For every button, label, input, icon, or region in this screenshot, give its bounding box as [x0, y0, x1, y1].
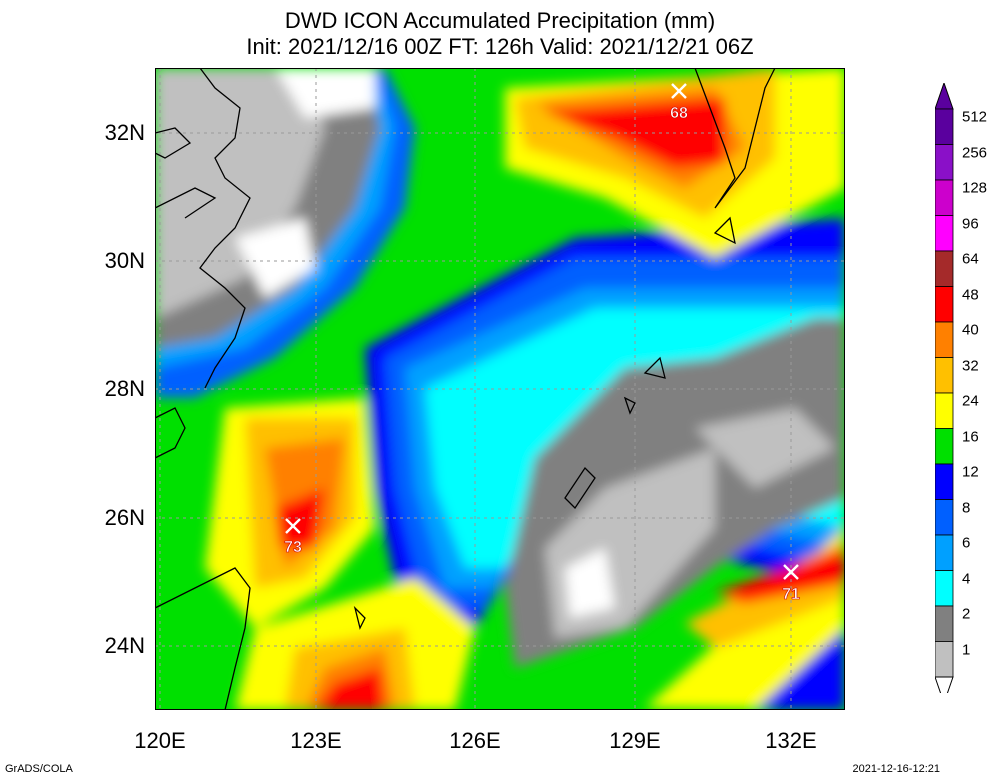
colorbar-label: 2 — [962, 605, 971, 623]
lon-label-120e: 120E — [134, 728, 186, 753]
lat-label-24n: 24N — [104, 633, 145, 658]
colorbar-box — [935, 179, 954, 216]
maximum-value-west: 73 — [284, 539, 302, 556]
coastlines — [155, 68, 776, 710]
colorbar-label: 6 — [962, 534, 971, 552]
colorbar-label: 48 — [962, 286, 979, 303]
colorbar-label: 1 — [962, 641, 971, 658]
maximum-value-north: 68 — [670, 105, 688, 122]
lat-label-30n: 30N — [104, 248, 145, 273]
colorbar-bottom-arrow — [935, 676, 954, 693]
colorbar-box — [935, 108, 954, 145]
colorbar-box — [935, 570, 954, 607]
lat-label-28n: 28N — [104, 376, 145, 401]
colorbar-label: 8 — [962, 499, 971, 516]
colorbar-box — [935, 215, 954, 252]
colorbar-box — [935, 144, 954, 181]
colorbar-label: 4 — [962, 570, 971, 587]
colorbar-box — [935, 605, 954, 642]
colorbar-box — [935, 286, 954, 323]
lon-label-123e: 123E — [290, 728, 342, 753]
footer-timestamp: 2021-12-16-12:21 — [852, 763, 940, 775]
colorbar-label: 512 — [962, 108, 988, 126]
lon-label-129e: 129E — [609, 728, 661, 753]
lat-label-26n: 26N — [104, 505, 145, 530]
colorbar — [935, 83, 954, 693]
colorbar-label: 128 — [962, 179, 988, 197]
map-title: DWD ICON Accumulated Precipitation (mm) — [284, 8, 716, 33]
colorbar-box — [935, 499, 954, 536]
lon-label-132e: 132E — [765, 728, 817, 753]
map-subtitle: Init: 2021/12/16 00Z FT: 126h Valid: 202… — [246, 34, 754, 59]
colorbar-label: 12 — [962, 463, 979, 481]
colorbar-box — [935, 534, 954, 571]
lat-label-32n: 32N — [104, 120, 145, 145]
colorbar-label: 40 — [962, 321, 979, 339]
colorbar-label: 32 — [962, 357, 979, 374]
colorbar-box — [935, 392, 954, 429]
colorbar-box — [935, 428, 954, 465]
colorbar-box — [935, 321, 954, 358]
maximum-value-southeast: 71 — [782, 586, 800, 603]
colorbar-top-arrow — [935, 83, 954, 110]
footer-credit: GrADS/COLA — [5, 763, 73, 775]
precipitation-map: 68 73 71 — [155, 68, 845, 710]
maxima-markers — [285, 83, 799, 580]
colorbar-box — [935, 250, 954, 287]
colorbar-label: 96 — [962, 215, 979, 232]
colorbar-box — [935, 641, 954, 678]
colorbar-box — [935, 357, 954, 394]
colorbar-label: 24 — [962, 392, 979, 410]
colorbar-label: 256 — [962, 144, 988, 161]
colorbar-box — [935, 463, 954, 500]
lon-label-126e: 126E — [449, 728, 501, 753]
colorbar-label: 16 — [962, 428, 979, 445]
colorbar-label: 64 — [962, 250, 979, 268]
